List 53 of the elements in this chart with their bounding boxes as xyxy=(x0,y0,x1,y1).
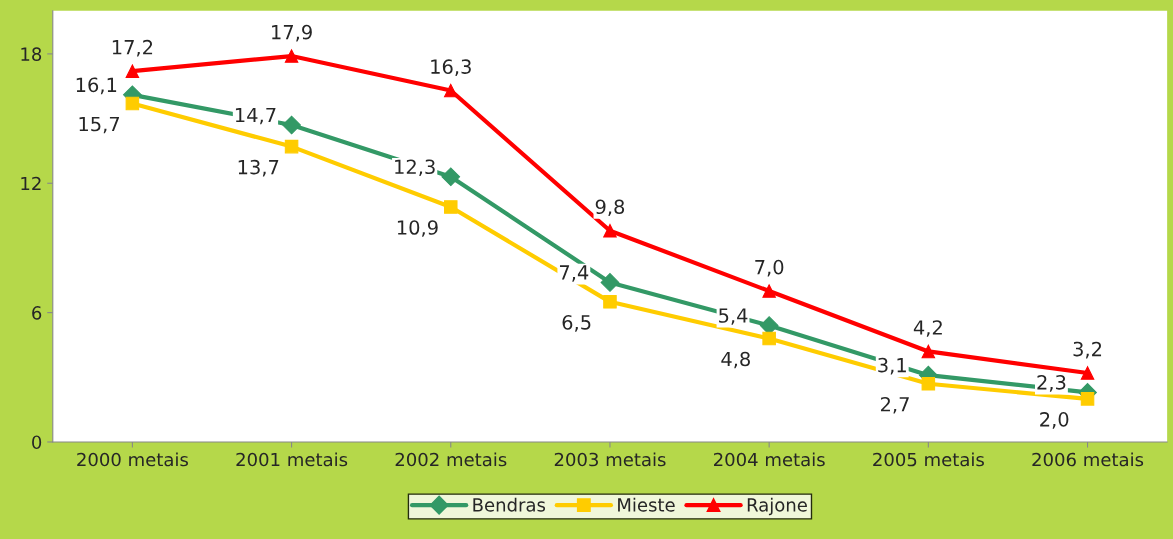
x-tick-label: 2006 metais xyxy=(1032,452,1144,467)
data-label: 6,5 xyxy=(562,315,591,332)
y-tick-label: 6 xyxy=(32,306,42,320)
y-tick-label: 18 xyxy=(21,47,42,62)
data-label: 3,1 xyxy=(878,357,906,375)
data-label: 5,4 xyxy=(719,308,748,325)
data-label: 17,2 xyxy=(112,39,153,57)
data-label: 16,1 xyxy=(76,77,117,95)
y-tick-label: 0 xyxy=(32,435,42,450)
data-label: 2,3 xyxy=(1037,374,1066,392)
data-label: 4,2 xyxy=(913,320,942,337)
x-tick-label: 2004 metais xyxy=(714,452,825,467)
data-label: 14,7 xyxy=(235,107,276,125)
point xyxy=(284,139,299,154)
data-label: 15,7 xyxy=(79,116,120,134)
data-label: 13,7 xyxy=(238,159,279,177)
x-tick-label: 2000 metais xyxy=(77,452,188,467)
x-tick-label: 2005 metais xyxy=(873,452,984,467)
point xyxy=(125,96,140,111)
point xyxy=(759,316,779,335)
x-tick-label: 2003 metais xyxy=(554,452,666,467)
x-tick-label: 2002 metais xyxy=(395,452,507,467)
y-tick-label: 12 xyxy=(21,176,41,191)
data-label: 12,3 xyxy=(395,159,435,177)
data-label: 10,9 xyxy=(397,220,438,237)
point xyxy=(603,223,617,238)
data-label: 17,9 xyxy=(272,24,312,42)
data-label: 9,8 xyxy=(595,199,625,217)
data-label: 2,7 xyxy=(880,396,909,414)
legend-label: Bendras xyxy=(473,497,546,512)
point xyxy=(762,331,776,346)
data-label: 4,8 xyxy=(721,351,750,369)
point xyxy=(1080,366,1095,380)
data-label: 16,3 xyxy=(431,59,471,76)
point xyxy=(282,115,301,135)
point xyxy=(603,295,617,309)
point xyxy=(441,167,461,187)
point xyxy=(762,284,776,298)
data-label: 7,0 xyxy=(755,259,784,277)
point xyxy=(600,273,620,292)
point xyxy=(921,344,936,359)
point xyxy=(444,83,458,98)
point xyxy=(284,49,299,63)
legend-label: Rajone xyxy=(747,497,807,516)
point xyxy=(444,200,458,214)
data-label: 3,2 xyxy=(1073,341,1102,359)
x-tick-label: 2001 metais xyxy=(236,452,348,467)
data-label: 7,4 xyxy=(559,265,589,282)
point xyxy=(125,64,140,78)
legend-label: Mieste xyxy=(618,497,675,512)
point xyxy=(921,377,936,391)
point xyxy=(1080,392,1095,406)
data-label: 2,0 xyxy=(1040,412,1069,429)
